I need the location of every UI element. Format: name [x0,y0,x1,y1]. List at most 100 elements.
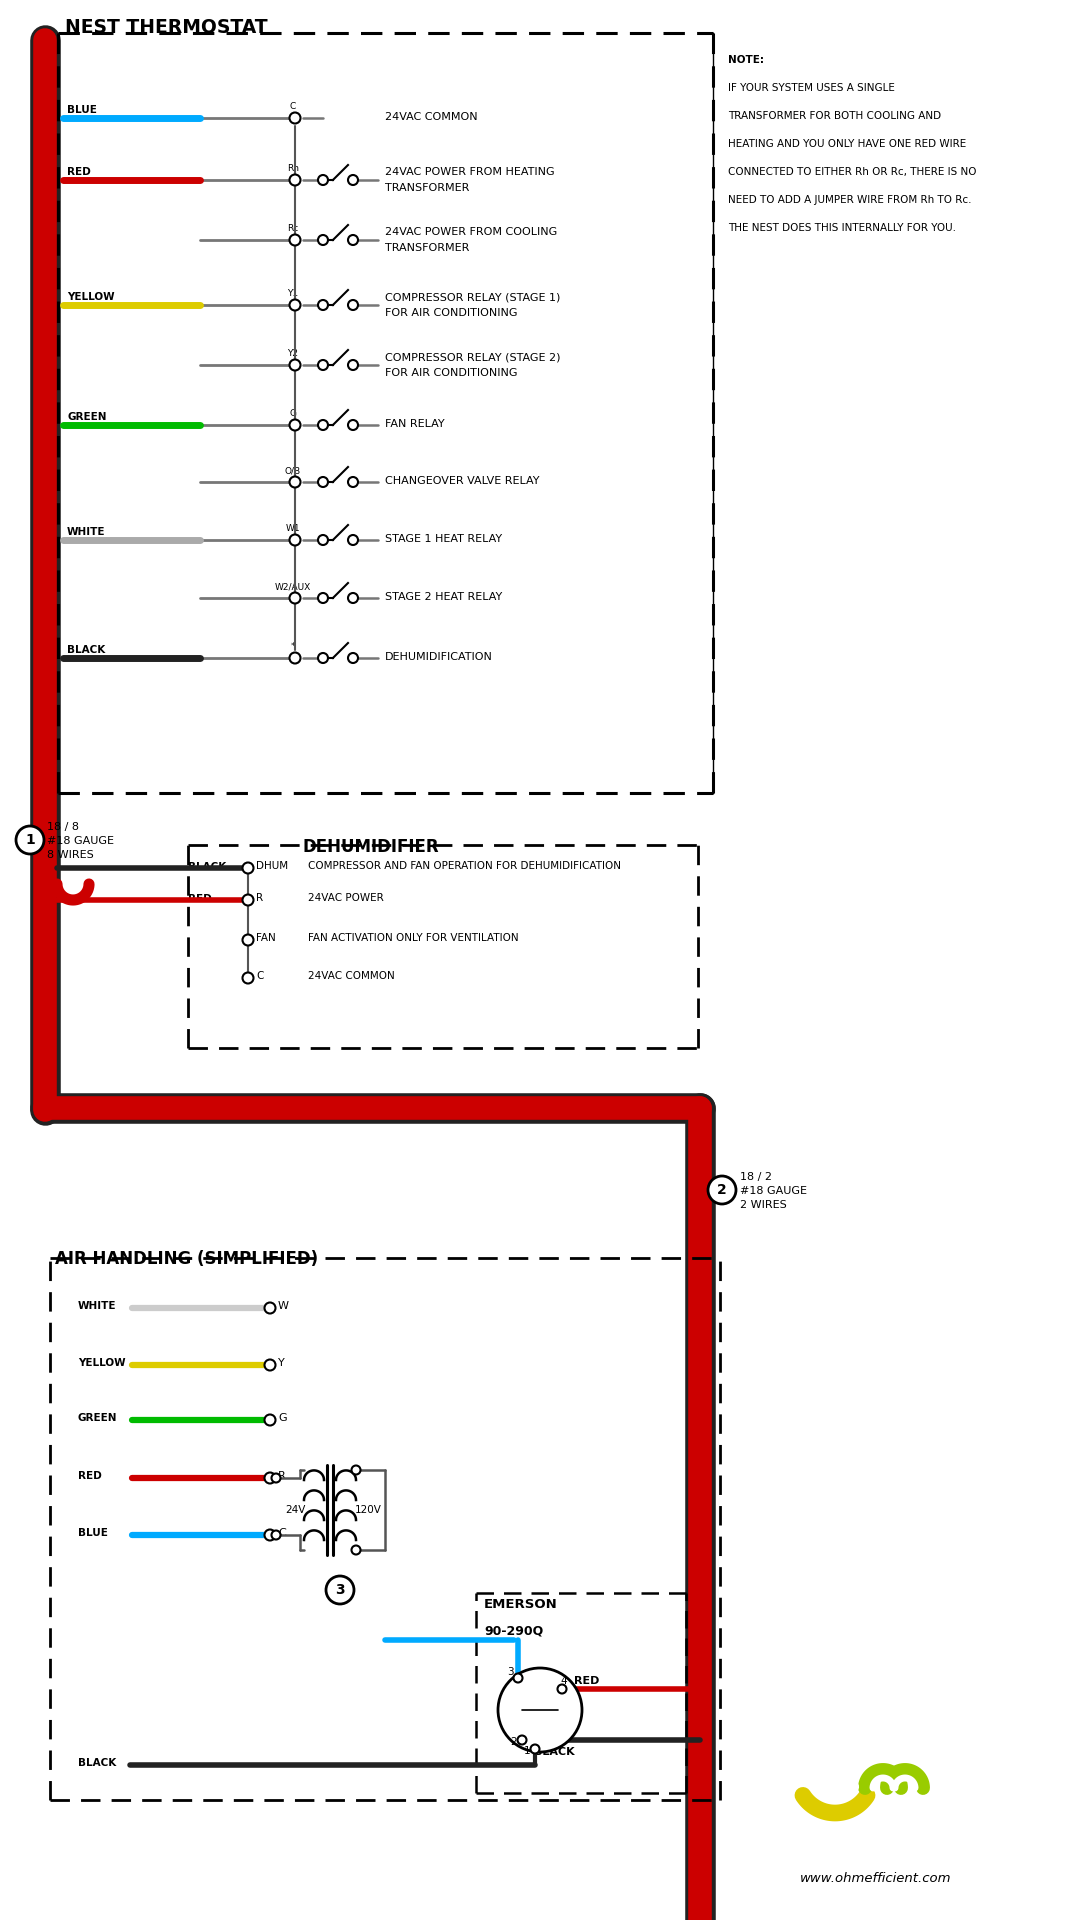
Circle shape [289,359,300,371]
Text: R: R [278,1471,286,1480]
Circle shape [348,476,357,488]
Text: 24VAC POWER: 24VAC POWER [308,893,383,902]
Text: 24VAC COMMON: 24VAC COMMON [308,972,395,981]
Circle shape [289,476,300,488]
Text: HEATING AND YOU ONLY HAVE ONE RED WIRE: HEATING AND YOU ONLY HAVE ONE RED WIRE [728,138,967,150]
Circle shape [243,935,254,945]
Circle shape [557,1684,567,1693]
Circle shape [289,653,300,664]
Circle shape [243,862,254,874]
Text: THE NEST DOES THIS INTERNALLY FOR YOU.: THE NEST DOES THIS INTERNALLY FOR YOU. [728,223,956,232]
Circle shape [348,361,357,371]
Text: NOTE:: NOTE: [728,56,764,65]
Text: R: R [256,893,264,902]
Text: RED: RED [188,895,212,904]
Circle shape [318,653,328,662]
Text: 24VAC COMMON: 24VAC COMMON [384,111,477,123]
Text: WHITE: WHITE [78,1302,117,1311]
Text: NEST THERMOSTAT: NEST THERMOSTAT [65,17,268,36]
Text: G: G [278,1413,286,1423]
Text: YELLOW: YELLOW [78,1357,125,1367]
Text: FAN: FAN [256,933,275,943]
Text: Y2: Y2 [287,349,298,357]
Text: BLACK: BLACK [534,1747,575,1757]
Circle shape [289,234,300,246]
Circle shape [265,1530,275,1540]
Text: 18 / 2
#18 GAUGE
2 WIRES: 18 / 2 #18 GAUGE 2 WIRES [740,1171,807,1210]
Text: FAN RELAY: FAN RELAY [384,419,445,428]
Text: 2: 2 [717,1183,727,1196]
Text: RED: RED [573,1676,599,1686]
Circle shape [318,536,328,545]
Text: 3: 3 [507,1667,513,1676]
Text: WHITE: WHITE [67,526,106,538]
Circle shape [318,476,328,488]
Circle shape [243,973,254,983]
Circle shape [517,1736,527,1745]
Circle shape [348,536,357,545]
Circle shape [513,1674,523,1682]
Circle shape [318,234,328,246]
Circle shape [318,175,328,184]
Circle shape [318,300,328,309]
Text: 24V: 24V [285,1505,306,1515]
Circle shape [348,653,357,662]
Text: TRANSFORMER: TRANSFORMER [384,182,470,194]
Circle shape [708,1175,735,1204]
Text: AIR HANDLING (SIMPLIFIED): AIR HANDLING (SIMPLIFIED) [55,1250,319,1267]
Text: Y: Y [278,1357,285,1367]
Text: BLACK: BLACK [188,862,226,872]
Circle shape [348,420,357,430]
Circle shape [348,300,357,309]
Circle shape [271,1473,281,1482]
Text: DEHUMIDIFIER: DEHUMIDIFIER [303,837,440,856]
Circle shape [265,1302,275,1313]
Text: W1: W1 [286,524,300,534]
Text: GREEN: GREEN [78,1413,118,1423]
Text: RED: RED [78,1471,102,1480]
Text: DHUM: DHUM [256,860,288,872]
Text: FOR AIR CONDITIONING: FOR AIR CONDITIONING [384,369,517,378]
Text: CHANGEOVER VALVE RELAY: CHANGEOVER VALVE RELAY [384,476,540,486]
Text: 2: 2 [511,1738,517,1747]
Circle shape [351,1465,361,1475]
Circle shape [289,300,300,311]
Text: www.ohmefficient.com: www.ohmefficient.com [800,1872,951,1885]
Circle shape [318,361,328,371]
Text: BLACK: BLACK [78,1759,117,1768]
Circle shape [289,593,300,603]
Text: TRANSFORMER: TRANSFORMER [384,244,470,253]
Circle shape [318,420,328,430]
Text: STAGE 2 HEAT RELAY: STAGE 2 HEAT RELAY [384,591,502,603]
Circle shape [289,419,300,430]
Circle shape [265,1473,275,1484]
Text: COMPRESSOR RELAY (STAGE 2): COMPRESSOR RELAY (STAGE 2) [384,351,561,363]
Text: 3: 3 [335,1582,345,1597]
Text: COMPRESSOR AND FAN OPERATION FOR DEHUMIDIFICATION: COMPRESSOR AND FAN OPERATION FOR DEHUMID… [308,860,621,872]
Text: 24VAC POWER FROM HEATING: 24VAC POWER FROM HEATING [384,167,555,177]
Text: 1: 1 [25,833,35,847]
Text: Rc: Rc [287,225,299,232]
Text: Y1: Y1 [287,290,298,298]
Text: FAN ACTIVATION ONLY FOR VENTILATION: FAN ACTIVATION ONLY FOR VENTILATION [308,933,518,943]
Circle shape [351,1546,361,1555]
Text: C: C [278,1528,286,1538]
Text: W2/AUX: W2/AUX [275,582,311,591]
Text: CONNECTED TO EITHER Rh OR Rc, THERE IS NO: CONNECTED TO EITHER Rh OR Rc, THERE IS N… [728,167,976,177]
Text: W: W [278,1302,289,1311]
Text: 1: 1 [524,1745,530,1757]
Circle shape [326,1576,354,1603]
Text: C: C [289,102,296,111]
Text: GREEN: GREEN [67,413,107,422]
Text: BLACK: BLACK [67,645,105,655]
Text: 4: 4 [561,1676,567,1686]
Circle shape [16,826,44,854]
Circle shape [243,895,254,906]
Text: *: * [291,641,295,651]
Text: O/B: O/B [285,467,301,474]
Circle shape [289,175,300,186]
Text: Rh: Rh [287,163,299,173]
Text: COMPRESSOR RELAY (STAGE 1): COMPRESSOR RELAY (STAGE 1) [384,292,561,301]
Text: TRANSFORMER FOR BOTH COOLING AND: TRANSFORMER FOR BOTH COOLING AND [728,111,941,121]
Circle shape [530,1745,540,1753]
